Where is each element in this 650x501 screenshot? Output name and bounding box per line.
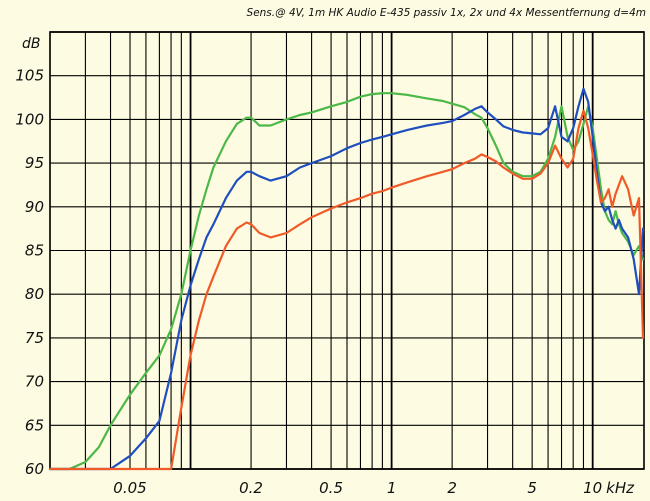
- plot-frame: [49, 31, 645, 470]
- y-axis-label: dB: [22, 36, 41, 52]
- y-tick-label: 105: [15, 67, 44, 85]
- grid: [49, 31, 645, 470]
- y-tick-label: 65: [25, 416, 44, 434]
- x-tick-label: 1: [387, 479, 397, 497]
- y-tick-label: 95: [25, 154, 44, 172]
- y-tick-labels: 60 65 70 75 80 85 90 95 100 105: [15, 67, 44, 478]
- x-tick-label: 0.5: [319, 479, 343, 497]
- x-tick-labels: 0.05 0.2 0.5 1 2 5 10: [113, 479, 602, 497]
- x-tick-label: 2: [447, 479, 457, 497]
- x-tick-label: 0.2: [239, 479, 263, 497]
- y-tick-label: 90: [25, 198, 44, 216]
- x-axis-unit: kHz: [606, 479, 635, 497]
- y-tick-label: 100: [15, 110, 44, 128]
- y-tick-label: 75: [25, 329, 44, 347]
- x-tick-label: 10: [583, 479, 602, 497]
- series-group: [48, 87, 645, 471]
- x-tick-label: 5: [527, 479, 537, 497]
- y-tick-label: 80: [25, 285, 44, 303]
- y-tick-label: 70: [25, 373, 44, 391]
- series-line-1: [48, 92, 645, 471]
- y-tick-label: 60: [25, 460, 44, 478]
- chart-title: Sens.@ 4V, 1m HK Audio E-435 passiv 1x, …: [247, 7, 646, 19]
- y-tick-label: 85: [25, 242, 44, 260]
- x-tick-label: 0.05: [113, 479, 146, 497]
- series-line-3: [48, 109, 645, 471]
